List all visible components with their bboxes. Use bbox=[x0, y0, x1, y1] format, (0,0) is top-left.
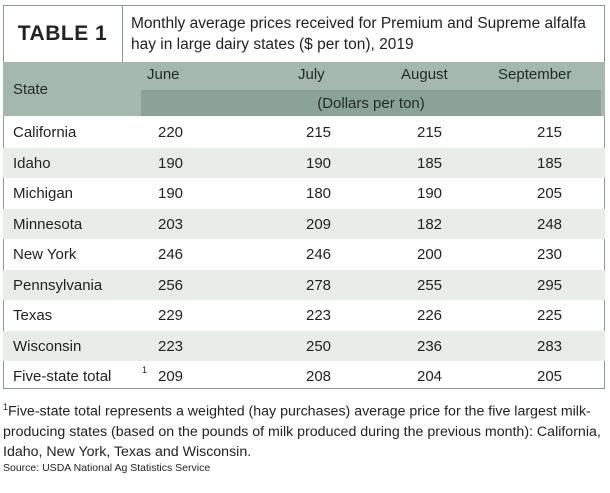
row-value: 278 bbox=[306, 276, 332, 294]
table-row: Idaho 190 190 185 185 bbox=[3, 147, 605, 178]
row-value: 205 bbox=[537, 368, 563, 385]
row-state: Minnesota bbox=[13, 215, 83, 233]
column-header-june: June bbox=[147, 66, 180, 83]
row-value: 246 bbox=[158, 246, 184, 263]
row-value: 203 bbox=[158, 215, 184, 233]
table-row: California 220 215 215 215 bbox=[3, 117, 605, 147]
table-title: Monthly average prices received for Prem… bbox=[131, 15, 586, 53]
row-value: 185 bbox=[537, 154, 563, 172]
source-note: Source: USDA National Ag Statistics Serv… bbox=[3, 462, 211, 474]
row-value: 200 bbox=[417, 246, 443, 263]
row-value: 215 bbox=[537, 124, 563, 141]
row-state: Idaho bbox=[13, 154, 51, 172]
row-value: 250 bbox=[306, 337, 332, 355]
row-value: 295 bbox=[537, 276, 563, 294]
row-value: 236 bbox=[417, 337, 443, 355]
row-state: Michigan bbox=[13, 185, 74, 202]
row-state: Texas bbox=[13, 307, 53, 324]
row-state: Wisconsin bbox=[13, 337, 82, 355]
row-value: 190 bbox=[306, 154, 332, 172]
table-row: Wisconsin 223 250 236 283 bbox=[3, 330, 605, 361]
table-row: Pennsylvania 256 278 255 295 bbox=[3, 269, 605, 300]
row-value: 182 bbox=[417, 215, 443, 233]
footnote-marker: 1 bbox=[3, 402, 9, 412]
column-header-july: July bbox=[298, 66, 325, 83]
row-value: 185 bbox=[417, 154, 443, 172]
row-value: 223 bbox=[158, 337, 184, 355]
table-frame bbox=[3, 5, 605, 389]
row-value: 205 bbox=[537, 185, 563, 202]
row-value: 226 bbox=[417, 307, 443, 324]
footnote: 1Five-state total represents a weighted … bbox=[3, 397, 607, 462]
row-value: 190 bbox=[158, 185, 184, 202]
row-state: California bbox=[13, 124, 77, 141]
row-value: 255 bbox=[417, 276, 443, 294]
row-value: 283 bbox=[537, 337, 563, 355]
row-value: 209 bbox=[158, 368, 184, 385]
row-value: 180 bbox=[306, 185, 332, 202]
row-value: 209 bbox=[306, 215, 332, 233]
row-value: 246 bbox=[306, 246, 332, 263]
row-state: Pennsylvania bbox=[13, 276, 103, 294]
row-value: 190 bbox=[158, 154, 184, 172]
units-label: (Dollars per ton) bbox=[141, 90, 601, 116]
table-title-row: TABLE 1 Monthly average prices received … bbox=[3, 5, 605, 62]
column-header-september: September bbox=[498, 66, 572, 83]
row-value: 230 bbox=[537, 246, 563, 263]
row-state: Five-state total bbox=[13, 368, 112, 385]
row-state: New York bbox=[13, 246, 77, 263]
table-row: New York 246 246 200 230 bbox=[3, 239, 605, 269]
row-value: 215 bbox=[306, 124, 332, 141]
row-value: 220 bbox=[158, 124, 184, 141]
row-value: 256 bbox=[158, 276, 184, 294]
column-header-august: August bbox=[401, 66, 448, 83]
table-row: Minnesota 203 209 182 248 bbox=[3, 208, 605, 239]
table-row: Five-state total 1 209 208 204 205 bbox=[3, 361, 605, 391]
table-number: TABLE 1 bbox=[3, 5, 123, 62]
table-row: Michigan 190 180 190 205 bbox=[3, 178, 605, 208]
row-state-footnote-marker: 1 bbox=[142, 365, 148, 375]
row-value: 215 bbox=[417, 124, 443, 141]
row-value: 223 bbox=[306, 307, 332, 324]
row-value: 248 bbox=[537, 215, 563, 233]
table-row: Texas 229 223 226 225 bbox=[3, 300, 605, 330]
row-value: 229 bbox=[158, 307, 184, 324]
footnote-text: Five-state total represents a weighted (… bbox=[3, 403, 601, 460]
row-value: 204 bbox=[417, 368, 443, 385]
row-value: 190 bbox=[417, 185, 443, 202]
row-value: 208 bbox=[306, 368, 332, 385]
row-value: 225 bbox=[537, 307, 563, 324]
column-header-state: State bbox=[13, 81, 49, 98]
